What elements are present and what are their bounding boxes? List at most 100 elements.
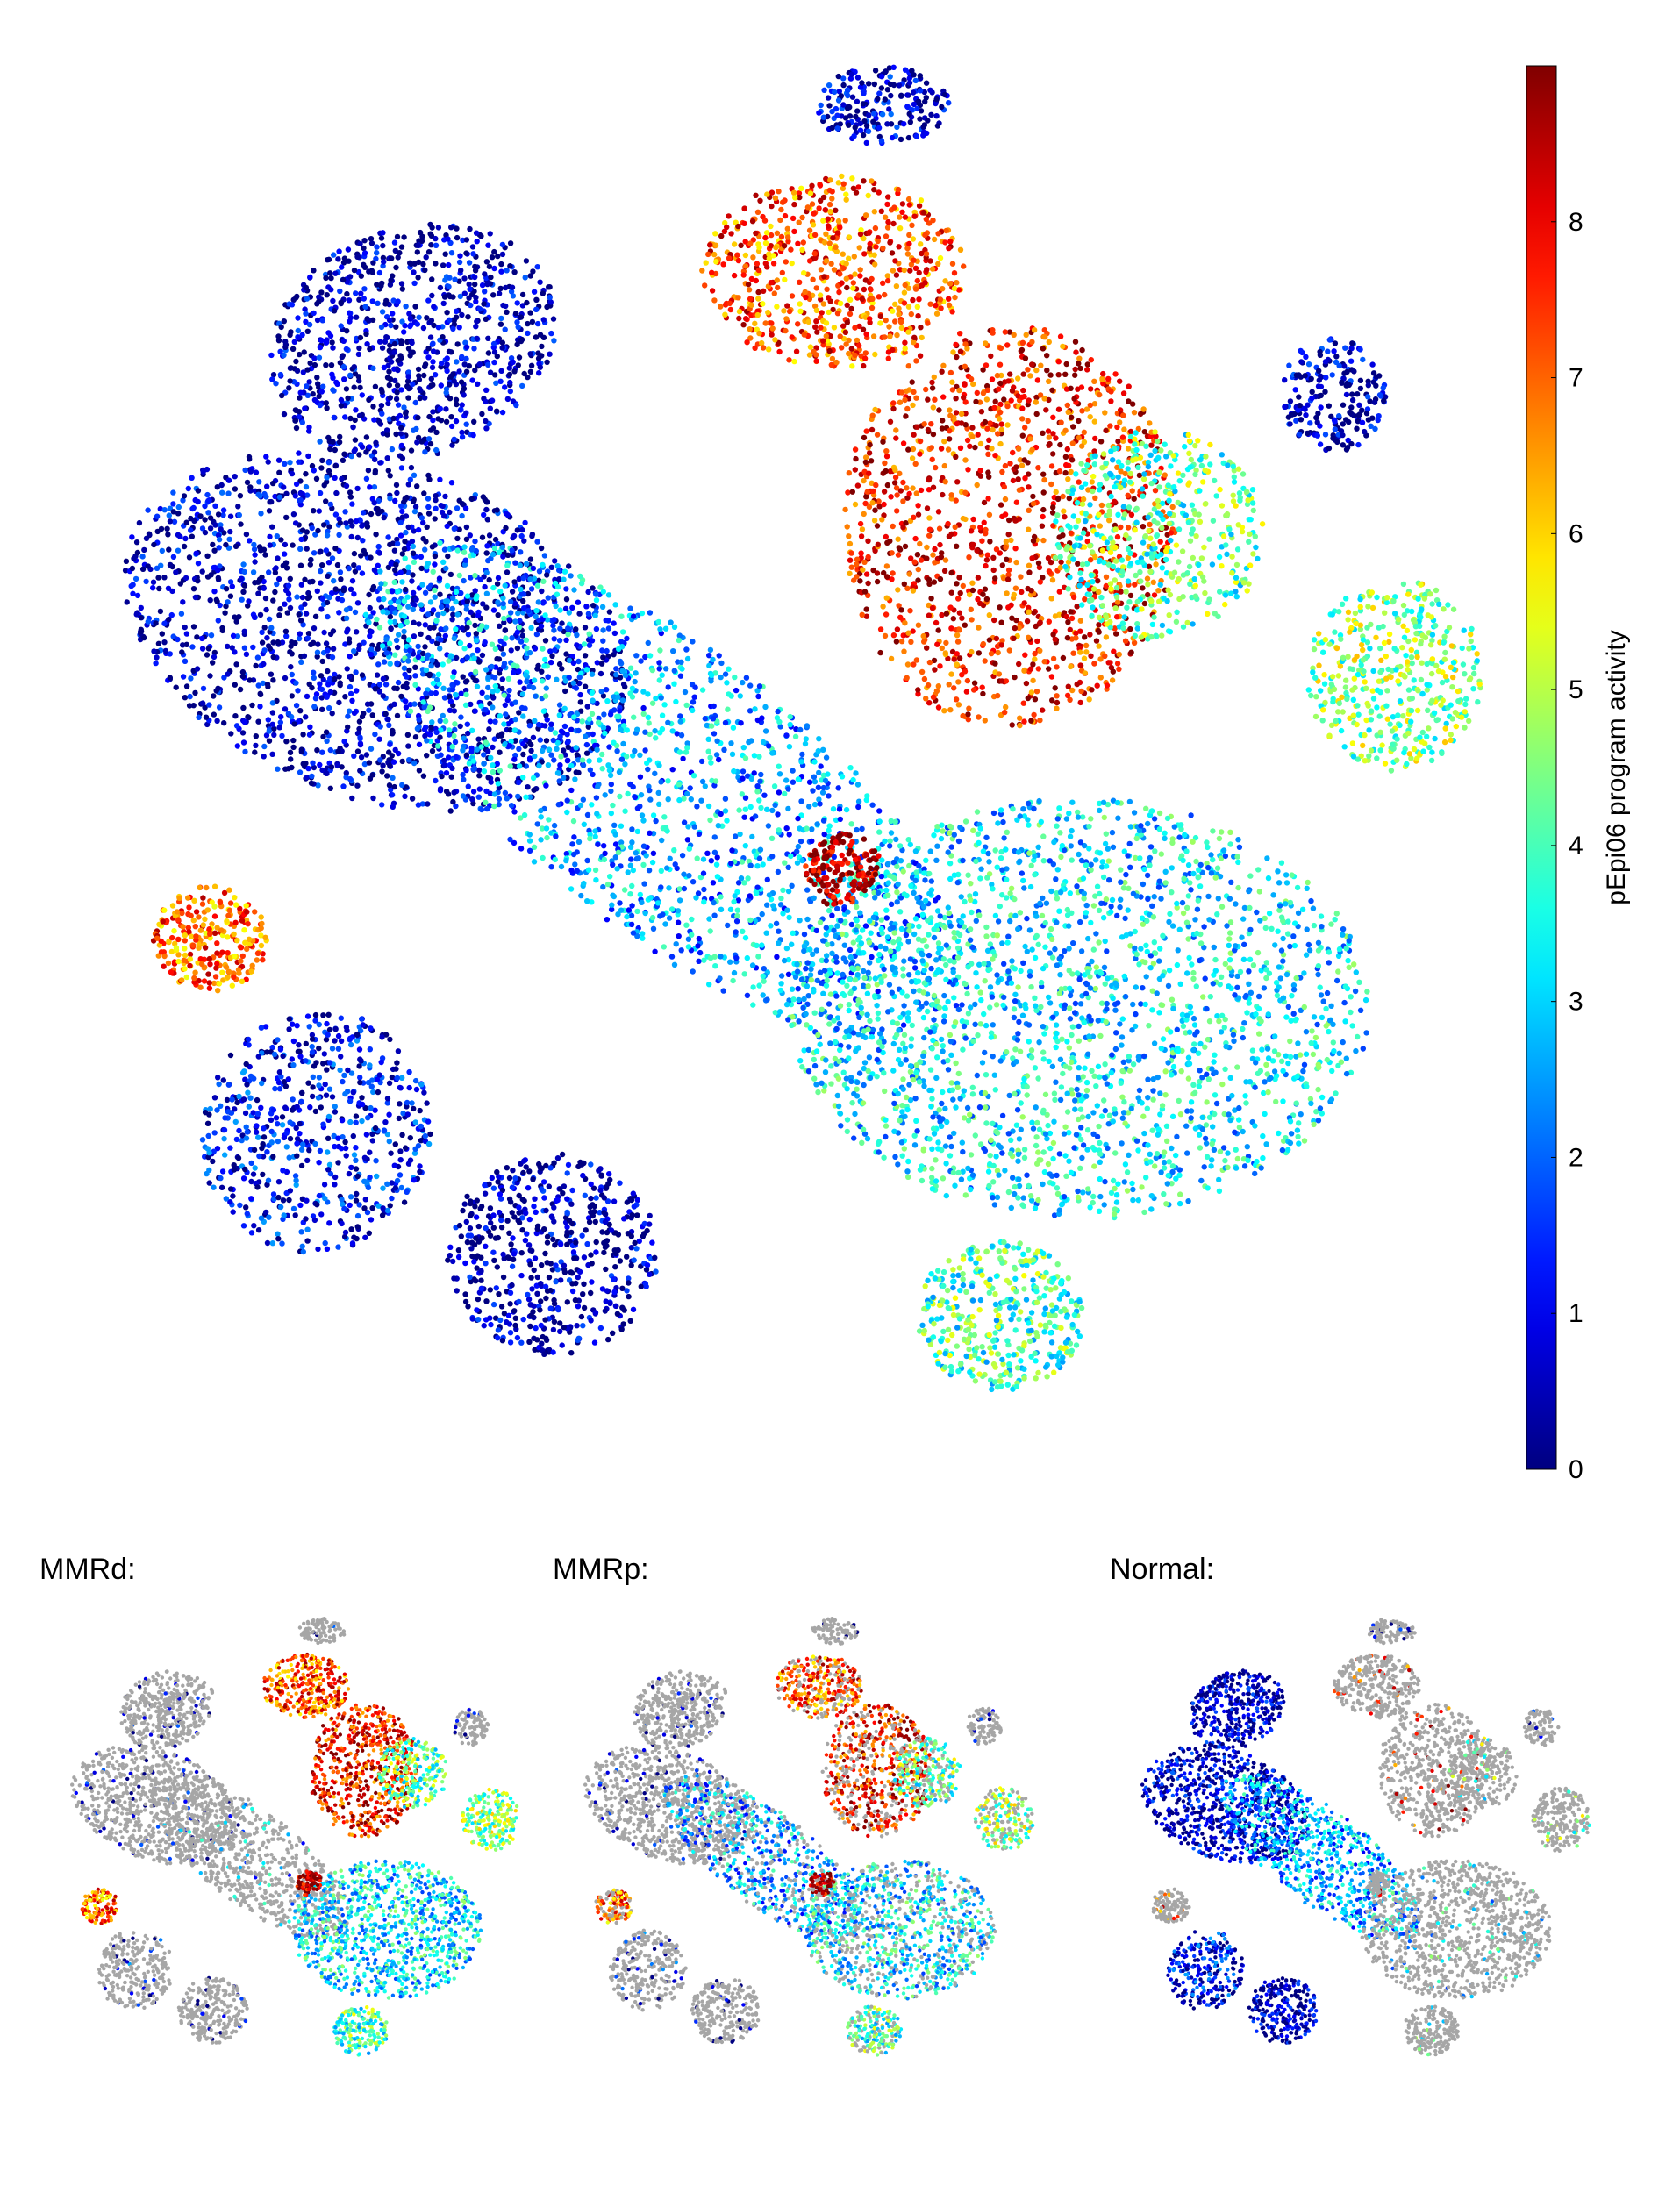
point xyxy=(1006,647,1013,654)
point xyxy=(275,766,281,772)
point xyxy=(438,637,444,643)
point xyxy=(486,263,493,270)
point xyxy=(409,339,415,346)
point xyxy=(478,806,485,813)
point xyxy=(270,480,276,487)
point xyxy=(293,358,299,365)
point xyxy=(722,796,729,802)
point xyxy=(494,507,500,513)
point xyxy=(776,940,782,946)
point xyxy=(483,569,490,575)
point xyxy=(416,621,422,627)
point xyxy=(399,508,405,515)
point xyxy=(616,646,622,653)
point xyxy=(471,765,478,771)
point xyxy=(667,855,673,861)
point xyxy=(517,679,523,685)
point xyxy=(456,497,462,504)
point xyxy=(170,489,176,496)
point xyxy=(293,425,300,432)
point xyxy=(633,670,639,676)
point xyxy=(422,395,428,401)
point xyxy=(658,868,664,874)
point xyxy=(618,726,624,733)
point xyxy=(269,751,275,757)
point xyxy=(405,743,411,749)
point xyxy=(303,611,310,617)
point xyxy=(474,318,480,325)
point xyxy=(513,402,519,409)
point xyxy=(593,877,599,883)
point xyxy=(840,979,846,985)
point xyxy=(677,673,684,679)
point xyxy=(329,339,335,346)
point xyxy=(1048,596,1054,602)
point xyxy=(525,374,531,381)
point xyxy=(351,550,358,557)
point xyxy=(407,708,414,714)
point xyxy=(1050,655,1057,662)
point xyxy=(204,574,211,580)
point xyxy=(380,242,386,249)
point xyxy=(313,475,320,482)
point xyxy=(497,749,503,755)
point xyxy=(187,693,193,700)
point xyxy=(336,674,342,680)
point xyxy=(915,622,922,628)
point xyxy=(306,321,313,328)
point xyxy=(277,719,283,725)
point xyxy=(320,383,326,389)
point xyxy=(323,339,330,346)
point xyxy=(405,564,411,570)
point xyxy=(573,769,579,775)
point xyxy=(347,654,353,660)
point xyxy=(205,646,212,652)
point xyxy=(483,398,489,405)
point xyxy=(799,857,805,864)
point xyxy=(299,419,305,425)
point xyxy=(351,267,358,274)
point xyxy=(365,468,372,474)
point xyxy=(189,475,195,481)
point xyxy=(769,807,776,814)
point xyxy=(490,762,496,768)
point xyxy=(233,723,240,729)
point xyxy=(375,562,381,568)
point xyxy=(195,498,201,505)
point xyxy=(568,726,575,732)
point xyxy=(476,773,483,779)
point xyxy=(357,334,364,341)
point xyxy=(304,296,311,302)
point xyxy=(441,757,447,764)
point xyxy=(708,760,714,766)
point xyxy=(947,923,954,929)
point xyxy=(1062,371,1069,377)
point xyxy=(220,507,227,513)
point xyxy=(444,523,450,530)
point xyxy=(563,651,569,657)
point xyxy=(627,605,633,611)
point xyxy=(182,695,189,701)
point xyxy=(415,275,421,281)
point xyxy=(373,532,379,538)
point xyxy=(404,618,410,625)
point xyxy=(397,431,404,437)
point xyxy=(1022,652,1028,658)
point xyxy=(953,396,959,402)
point xyxy=(316,298,322,304)
point xyxy=(430,409,436,415)
point xyxy=(161,620,168,626)
point xyxy=(420,519,426,526)
point xyxy=(576,674,583,681)
point xyxy=(547,284,553,290)
point xyxy=(649,667,655,674)
point xyxy=(524,678,530,685)
point xyxy=(440,712,446,719)
point xyxy=(627,665,634,671)
point xyxy=(416,717,422,723)
point xyxy=(642,654,648,661)
point xyxy=(222,610,228,616)
point xyxy=(495,732,502,739)
point xyxy=(583,604,590,610)
point xyxy=(642,729,648,735)
